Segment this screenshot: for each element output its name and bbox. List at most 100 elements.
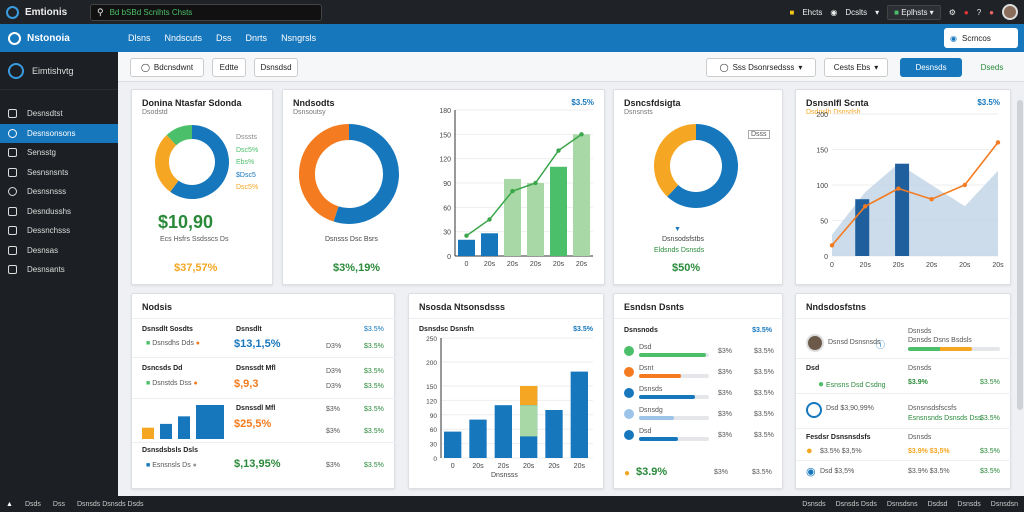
toolbar-button-5[interactable]: Cests Ebs ▾: [824, 58, 888, 77]
toolbar-dropdown[interactable]: ◯ Sss Dsonrsedsss ▾: [706, 58, 816, 77]
progress-bar-1: [908, 347, 1000, 351]
sidebar-item-1[interactable]: Desnsdtst: [0, 104, 118, 124]
globe-icon[interactable]: ◉: [830, 7, 838, 17]
scrollbar[interactable]: [1017, 100, 1023, 410]
bar: [855, 199, 870, 256]
bar-chart-6: 0 30 60 90 120 150 200 250 0 20s 20s 20s 20s 20s Dnsns…: [426, 336, 593, 479]
nav-tab-4[interactable]: Dnrts: [245, 33, 268, 43]
chevron-down-icon[interactable]: ▾: [875, 7, 880, 17]
toolbar-button-3-label: Dsnsdsd: [260, 63, 292, 72]
footer-link[interactable]: Dsnsdsn: [990, 500, 1018, 508]
bar-segment: [520, 405, 538, 437]
toolbar-button-1[interactable]: ◯ Bdcnsdwnt: [130, 58, 204, 77]
card-7-row-a: $3%: [718, 348, 733, 355]
info-icon[interactable]: ⓘ: [876, 340, 886, 350]
search-box[interactable]: ⚲: [90, 3, 322, 21]
nav-tab-1[interactable]: Dlsns: [128, 33, 151, 43]
nav-tab-3[interactable]: Dss: [216, 33, 232, 43]
donut-slice: [654, 124, 697, 197]
settings-icon[interactable]: ⚙: [948, 7, 956, 17]
card-7-row-b: $3.5%: [754, 390, 774, 397]
nav-bar: Nstonoia Dlsns Nndscuts Dss Dnrts Nsngrs…: [0, 24, 1024, 52]
green-button[interactable]: Dseds: [970, 58, 1014, 77]
footer-link[interactable]: Dsnsds: [802, 500, 826, 508]
credits-label[interactable]: Ehcts: [802, 7, 823, 17]
card-7-subtitle: Dsnsnods: [624, 327, 658, 334]
toolbar-button-5-label: Cests Ebs: [833, 63, 871, 72]
notification-icon[interactable]: ●: [963, 7, 969, 17]
footer-link[interactable]: Dsnsdsns: [886, 500, 918, 508]
nav-tab-2[interactable]: Nndscuts: [164, 33, 203, 43]
progress-bar: [639, 353, 709, 357]
dot-icon: ●: [193, 380, 198, 387]
clock-icon: [8, 187, 17, 197]
card-1-title: Donina Ntasfar Sdonda: [142, 98, 242, 108]
card-6-subtitle: Dsnsdsc Dsnsfn: [419, 326, 474, 333]
status-dot-icon: [624, 367, 634, 377]
footer-link[interactable]: Dsnsds Dsds: [835, 500, 877, 508]
x-tick-label: 0: [451, 463, 455, 470]
card-2-subtitle: Dsnsoutsy: [293, 109, 326, 116]
account-menu[interactable]: Dcslts: [845, 7, 868, 17]
sidebar-item-9[interactable]: Desnsants: [0, 260, 118, 280]
area-fill: [832, 163, 998, 256]
footer-link[interactable]: Dss: [52, 500, 65, 508]
bar: [573, 134, 590, 256]
card-7-row-label: Dsd: [639, 428, 652, 435]
sidebar-item-4[interactable]: Sesnsnsnts: [0, 163, 118, 183]
footer-link[interactable]: Dsnsds: [957, 500, 981, 508]
help-icon[interactable]: ?: [976, 7, 982, 17]
toolbar: ◯ Bdcnsdwnt Edtte Dsnsdsd ◯ Sss Dsonrsedss…: [118, 52, 1024, 82]
y-tick-label: 250: [426, 336, 437, 343]
search-input[interactable]: [109, 7, 310, 17]
primary-button[interactable]: Desnsds: [900, 58, 962, 77]
row-3-value: $25,5%: [234, 418, 272, 430]
tag-icon: ■: [146, 462, 151, 469]
row-4-sub: ■ Esnsnsls Ds ●: [146, 462, 197, 469]
sidebar-item-7[interactable]: Dessnchsss: [0, 221, 118, 241]
row-2-a2: D3%: [326, 383, 342, 390]
app-brand[interactable]: Emtionis: [0, 5, 90, 19]
row-3-b: $3.5%: [364, 406, 384, 413]
avatar[interactable]: [806, 334, 824, 352]
user-icon[interactable]: ●: [989, 7, 994, 17]
nav-select[interactable]: ◉ Scrncos: [944, 28, 1018, 48]
app-logo-icon: [6, 5, 19, 19]
sidebar-item-8[interactable]: Desnsas: [0, 241, 118, 261]
y-tick-label: 120: [439, 157, 451, 164]
card-3-marker: ▼: [674, 226, 681, 233]
env-dropdown[interactable]: ■ Eplhsts ▾: [887, 4, 941, 20]
status-dot-icon: [624, 388, 634, 398]
sidebar-header[interactable]: Eimtishvtg: [0, 52, 118, 90]
card-7-v2: $3%: [714, 469, 729, 476]
card-3-tag[interactable]: Dsss: [748, 130, 770, 139]
bell-icon[interactable]: ■: [789, 7, 795, 17]
card-3-value: $50%: [672, 262, 701, 274]
card-8-row-1-head: Dsnsds: [908, 328, 932, 335]
legend-item: Dsssts: [236, 134, 257, 141]
bar: [444, 431, 462, 458]
avatar[interactable]: [1002, 4, 1018, 20]
chevron-down-icon: ▾: [874, 63, 879, 72]
card-8-row-2-sub-text: Esnsns Dsd Csdng: [826, 382, 886, 389]
sidebar-item-5[interactable]: Desnsnsss: [0, 182, 118, 202]
line-point: [579, 132, 584, 137]
card-3-chart: [654, 124, 738, 208]
nav-tab-5[interactable]: Nsngrsls: [281, 33, 317, 43]
toolbar-button-2[interactable]: Edtte: [212, 58, 246, 77]
card-4-percent: $3.5%: [977, 98, 1000, 107]
card-7-row-b: $3.5%: [754, 411, 774, 418]
y-tick-label: 90: [430, 413, 438, 420]
footer-link[interactable]: Dsnsds Dsnsds Dsds: [76, 500, 144, 508]
card-6-percent: $3.5%: [573, 326, 593, 333]
nav-brand[interactable]: Nstonoia: [0, 31, 128, 45]
sidebar-item-3[interactable]: Sensstg: [0, 143, 118, 163]
sidebar-item-2[interactable]: Desnsonsons: [0, 123, 118, 143]
line-point: [829, 243, 835, 248]
footer-link[interactable]: Dsdsd: [927, 500, 948, 508]
donut-slice: [166, 125, 193, 146]
toolbar-button-3[interactable]: Dsnsdsd: [254, 58, 298, 77]
dashboard-icon: [8, 128, 17, 138]
footer-link[interactable]: Dsds: [24, 500, 41, 508]
sidebar-item-6[interactable]: Desndusshs: [0, 202, 118, 222]
